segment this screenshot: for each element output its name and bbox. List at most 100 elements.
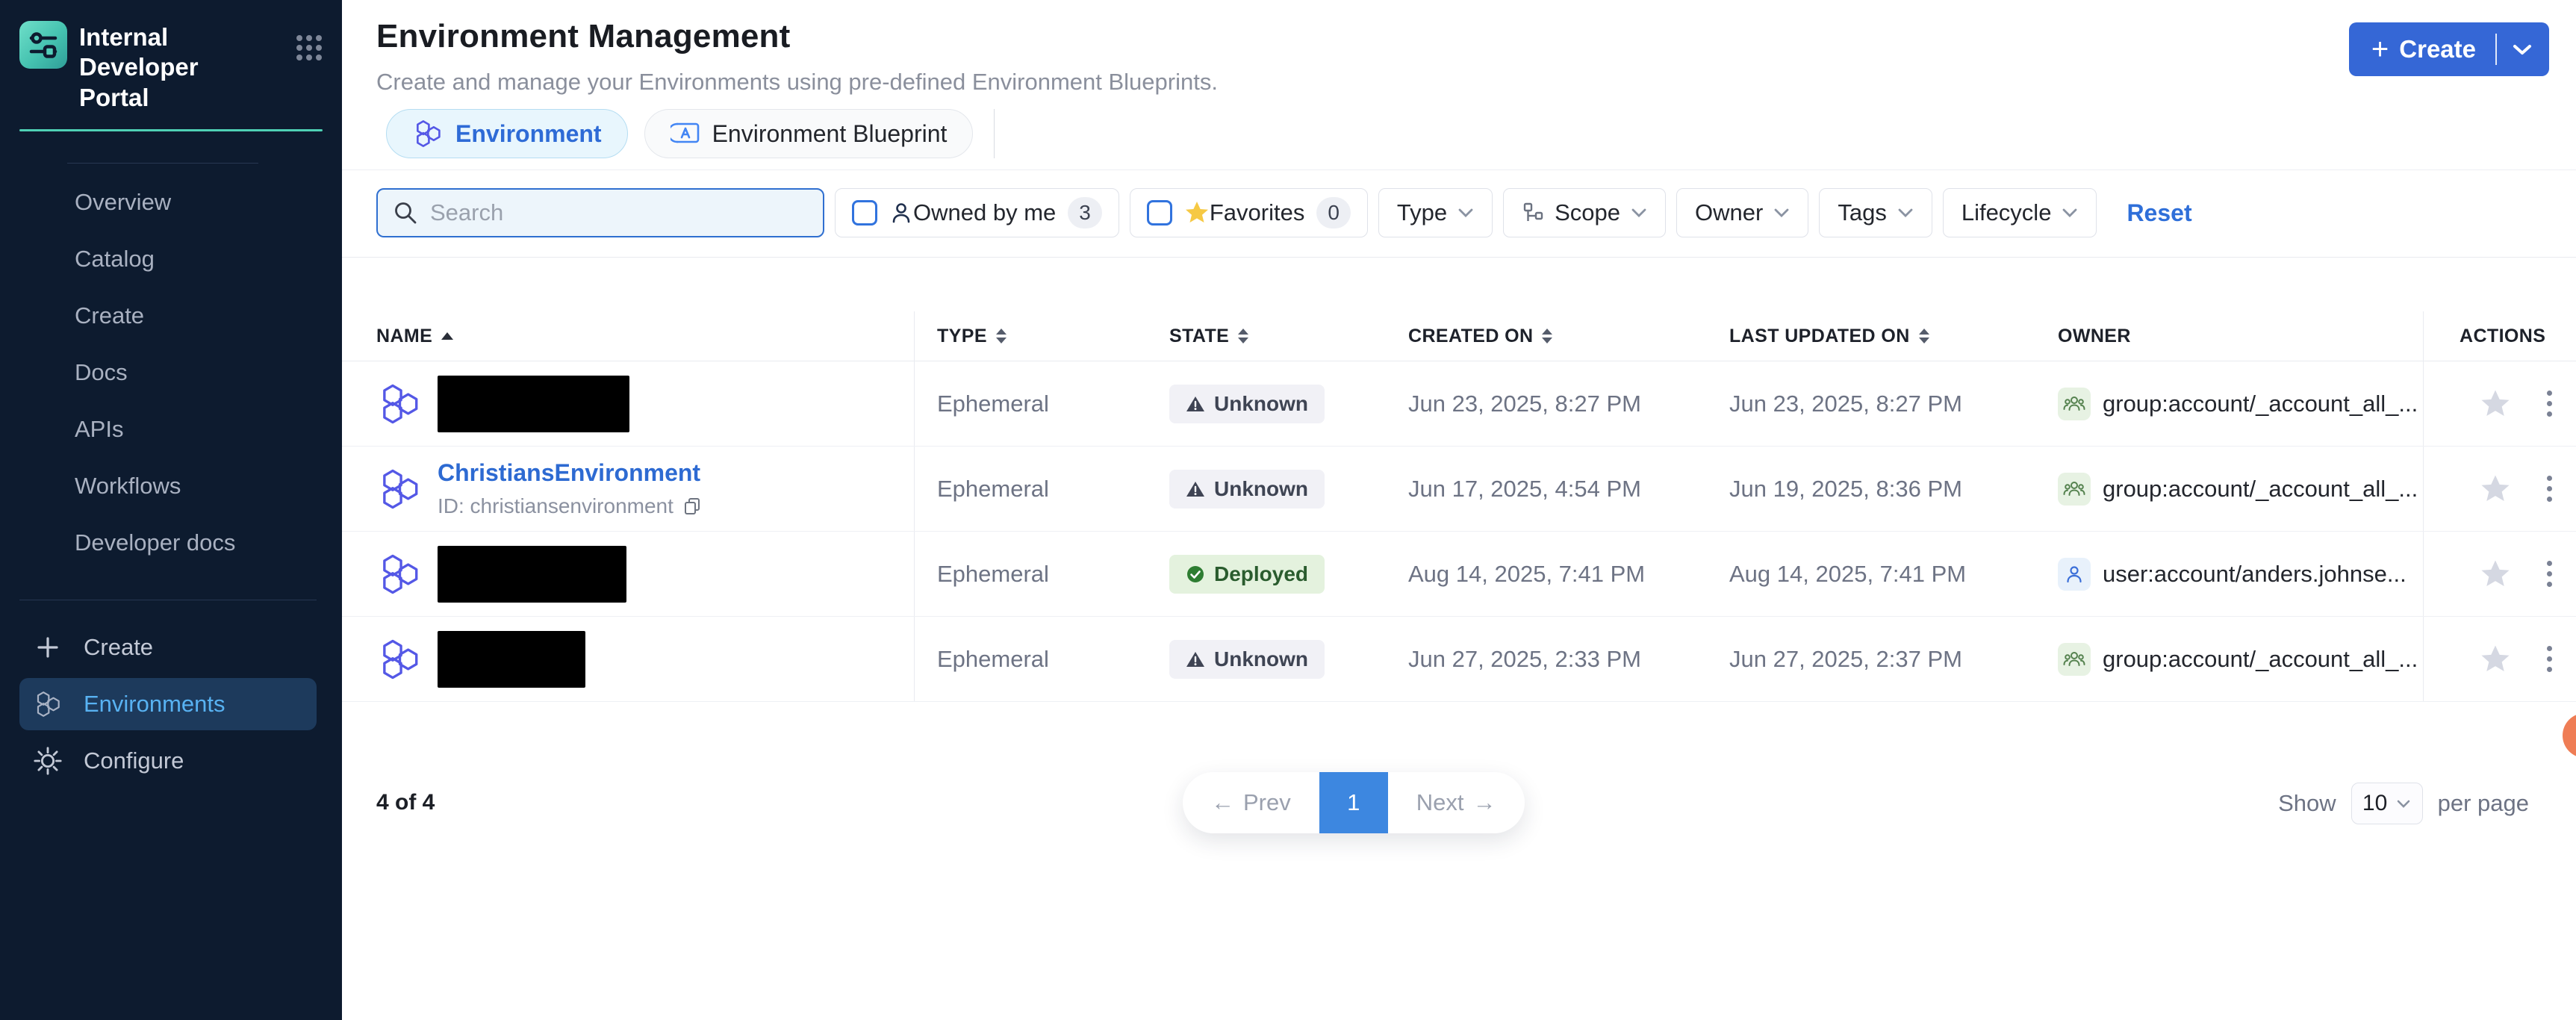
- warning-icon: [1186, 396, 1204, 411]
- environment-name-link[interactable]: ChristiansEnvironment: [438, 459, 701, 486]
- owner-cell: group:account/_account_all_...: [2035, 642, 2423, 676]
- lifecycle-dropdown[interactable]: Lifecycle: [1942, 188, 2097, 237]
- plus-icon: [33, 635, 63, 659]
- table-row: Ephemeral Deployed Aug 14, 2025, 7:41 PM…: [342, 532, 2576, 617]
- type-dropdown[interactable]: Type: [1378, 188, 1493, 237]
- row-menu-button[interactable]: [2542, 386, 2557, 421]
- filter-label: Owned by me: [913, 199, 1057, 226]
- owner-dropdown[interactable]: Owner: [1676, 188, 1809, 237]
- favorites-checkbox[interactable]: [1146, 200, 1172, 226]
- column-header-name[interactable]: NAME: [342, 311, 915, 361]
- actions-cell: [2423, 447, 2576, 531]
- create-button[interactable]: + Create: [2348, 22, 2549, 76]
- prev-page-button[interactable]: ← Prev: [1211, 789, 1291, 815]
- favorite-star-button[interactable]: [2480, 388, 2511, 420]
- last-updated-cell: Aug 14, 2025, 7:41 PM: [1729, 560, 1967, 587]
- search-input[interactable]: [430, 199, 808, 226]
- feedback-fab-button[interactable]: [2563, 713, 2576, 758]
- redacted-environment-name[interactable]: [438, 630, 585, 688]
- sidebar-item-create-action[interactable]: Create: [19, 621, 317, 674]
- entity-type-tabs: Environment Environment Blueprint: [342, 109, 2576, 170]
- owner-cell: group:account/_account_all_...: [2035, 387, 2423, 420]
- brand: Internal Developer Portal: [0, 0, 342, 113]
- row-menu-button[interactable]: [2542, 641, 2557, 677]
- hexagons-icon: [383, 639, 418, 679]
- filter-count-badge: 3: [1068, 197, 1102, 228]
- dropdown-label: Owner: [1695, 199, 1764, 226]
- column-header-created-on[interactable]: CREATED ON: [1386, 326, 1707, 347]
- actions-cell: [2423, 361, 2576, 446]
- scope-dropdown[interactable]: Scope: [1503, 188, 1667, 237]
- group-icon: [2058, 472, 2091, 506]
- actions-cell: [2423, 532, 2576, 616]
- created-on-cell: Aug 14, 2025, 7:41 PM: [1408, 560, 1646, 587]
- tab-environment[interactable]: Environment: [386, 109, 628, 158]
- plus-icon: +: [2371, 33, 2389, 66]
- copy-icon[interactable]: [682, 497, 702, 516]
- row-menu-button[interactable]: [2542, 556, 2557, 591]
- dropdown-label: Type: [1396, 199, 1448, 226]
- sidebar-item-label: Environments: [84, 690, 225, 717]
- favorite-star-button[interactable]: [2480, 473, 2511, 505]
- favorite-star-button[interactable]: [2480, 559, 2511, 590]
- owner-cell: group:account/_account_all_...: [2035, 472, 2423, 506]
- state-cell: Deployed: [1147, 554, 1386, 594]
- gear-icon: [33, 745, 63, 777]
- vertical-divider: [994, 109, 995, 158]
- row-menu-button[interactable]: [2542, 471, 2557, 506]
- created-on-cell: Jun 27, 2025, 2:33 PM: [1408, 645, 1641, 672]
- redacted-environment-name[interactable]: [438, 375, 629, 432]
- sidebar-item-catalog[interactable]: Catalog: [75, 245, 155, 272]
- filter-toolbar: Owned by me 3 Favorites 0 Type: [342, 170, 2576, 258]
- chevron-down-icon: [1773, 208, 1790, 218]
- sidebar-item-developer-docs[interactable]: Developer docs: [75, 529, 236, 556]
- actions-cell: [2423, 617, 2576, 701]
- sidebar-item-configure[interactable]: Configure: [19, 735, 317, 787]
- owner-label: group:account/_account_all_...: [2103, 645, 2418, 672]
- tab-environment-blueprint[interactable]: Environment Blueprint: [644, 109, 974, 158]
- sidebar-nav: Overview Catalog Create Docs APIs Workfl…: [0, 164, 342, 571]
- owner-label: user:account/anders.johnse...: [2103, 560, 2407, 587]
- state-cell: Unknown: [1147, 639, 1386, 679]
- page-number-button[interactable]: 1: [1319, 772, 1388, 833]
- show-label: Show: [2278, 790, 2336, 816]
- type-cell: Ephemeral: [937, 645, 1049, 672]
- next-page-button[interactable]: Next →: [1416, 789, 1496, 815]
- column-header-state[interactable]: STATE: [1147, 326, 1386, 347]
- page-header: Environment Management Create and manage…: [342, 0, 2576, 109]
- status-badge: Unknown: [1169, 639, 1325, 679]
- column-header-last-updated-on[interactable]: LAST UPDATED ON: [1707, 326, 2035, 347]
- sidebar-item-overview[interactable]: Overview: [75, 188, 172, 215]
- sidebar-bottom-nav: Create Environments: [0, 600, 342, 787]
- owned-by-me-filter[interactable]: Owned by me 3: [835, 188, 1119, 237]
- sidebar: Internal Developer Portal Overview Catal…: [0, 0, 342, 1020]
- column-header-type[interactable]: TYPE: [915, 326, 1147, 347]
- page-title: Environment Management: [376, 18, 791, 55]
- redacted-environment-name[interactable]: [438, 545, 626, 603]
- owner-label: group:account/_account_all_...: [2103, 475, 2418, 502]
- tags-dropdown[interactable]: Tags: [1819, 188, 1932, 237]
- favorites-filter[interactable]: Favorites 0: [1129, 188, 1368, 237]
- page-size-select[interactable]: 10: [2351, 783, 2423, 824]
- check-circle-icon: [1187, 565, 1204, 582]
- user-icon: [2058, 557, 2091, 591]
- reset-filters-link[interactable]: Reset: [2127, 199, 2192, 226]
- sidebar-item-apis[interactable]: APIs: [75, 415, 124, 442]
- sidebar-item-docs[interactable]: Docs: [75, 358, 128, 385]
- created-on-cell: Jun 23, 2025, 8:27 PM: [1408, 390, 1641, 417]
- app-grid-icon[interactable]: [296, 34, 323, 61]
- sidebar-item-workflows[interactable]: Workflows: [75, 472, 181, 499]
- portal-logo-icon: [19, 21, 67, 69]
- sidebar-item-environments[interactable]: Environments: [19, 677, 317, 730]
- chevron-down-icon: [2062, 208, 2078, 218]
- created-on-cell: Jun 17, 2025, 4:54 PM: [1408, 475, 1641, 502]
- sidebar-item-label: Create: [84, 633, 154, 660]
- owned-by-me-checkbox[interactable]: [852, 200, 877, 226]
- chevron-down-icon[interactable]: [2512, 43, 2533, 56]
- nav-divider: [67, 162, 258, 164]
- dropdown-label: Tags: [1838, 199, 1887, 226]
- pagination-bar: 4 of 4 ← Prev 1 Next → Show 10 per page: [342, 772, 2576, 836]
- sidebar-item-create[interactable]: Create: [75, 302, 145, 329]
- favorite-star-button[interactable]: [2480, 644, 2511, 675]
- last-updated-cell: Jun 19, 2025, 8:36 PM: [1729, 475, 1962, 502]
